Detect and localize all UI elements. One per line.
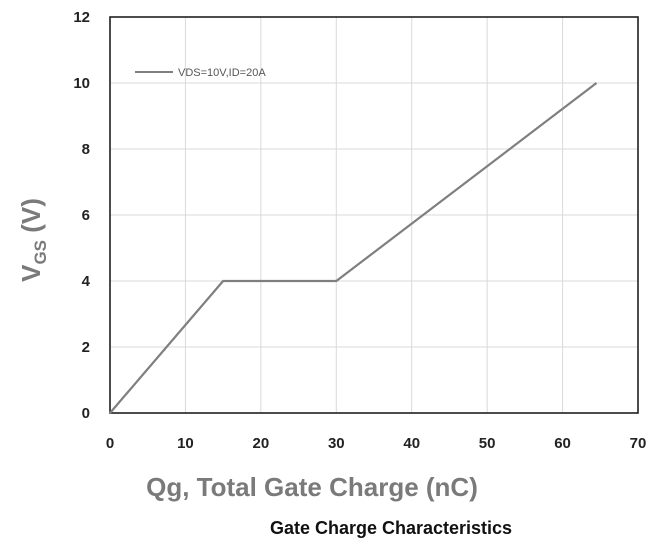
plot-frame [109,16,639,414]
x-tick-labels: 0 10 20 30 40 50 60 70 [106,435,647,452]
x-tick-label: 60 [554,435,571,452]
y-axis-title-main: V [16,264,46,282]
y-tick-label: 10 [73,75,90,92]
y-tick-label: 6 [82,207,90,224]
series-layer [109,82,598,414]
x-tick-label: 70 [630,435,647,452]
chart-caption: Gate Charge Characteristics [270,518,512,538]
x-tick-label: 10 [177,435,194,452]
legend-label: VDS=10V,ID=20A [178,67,266,79]
y-tick-label: 0 [82,405,90,422]
x-axis-title: Qg, Total Gate Charge (nC) [146,472,478,502]
y-tick-label: 2 [82,339,90,356]
y-tick-labels: 0 2 4 6 8 10 12 [73,9,90,422]
series-line [109,82,598,414]
y-axis-title: VGS (V) [16,198,50,282]
grid [109,16,639,414]
legend: VDS=10V,ID=20A [135,67,266,79]
x-tick-label: 30 [328,435,345,452]
y-axis-title-unit: (V) [16,198,46,240]
x-tick-label: 50 [479,435,496,452]
y-tick-label: 8 [82,141,90,158]
x-tick-label: 0 [106,435,114,452]
y-tick-label: 12 [73,9,90,26]
y-tick-label: 4 [82,273,91,290]
y-axis-title-subscript: GS [31,240,50,265]
x-tick-label: 20 [253,435,270,452]
x-tick-label: 40 [403,435,420,452]
